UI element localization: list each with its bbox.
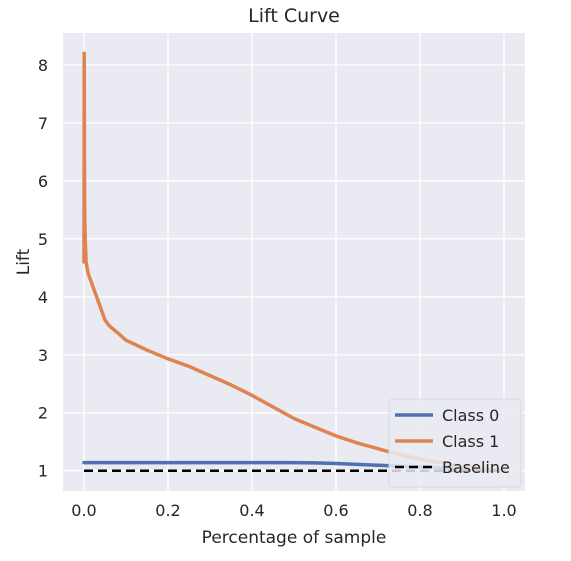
x-axis-ticks: 0.0 0.2 0.4 0.6 0.8 1.0 — [71, 501, 516, 520]
y-axis-ticks: 1 2 3 4 5 6 7 8 — [38, 56, 48, 481]
y-tick-label: 4 — [38, 288, 48, 307]
x-axis-label: Percentage of sample — [202, 528, 387, 548]
y-tick-label: 7 — [38, 114, 48, 133]
x-tick-label: 0.0 — [71, 501, 96, 520]
legend-label: Class 0 — [442, 406, 499, 425]
y-tick-label: 5 — [38, 230, 48, 249]
legend: Class 0 Class 1 Baseline — [388, 398, 522, 488]
y-tick-label: 2 — [38, 404, 48, 423]
y-tick-label: 3 — [38, 346, 48, 365]
y-tick-label: 1 — [38, 462, 48, 481]
x-tick-label: 0.6 — [323, 501, 348, 520]
legend-label: Class 1 — [442, 432, 499, 451]
y-tick-label: 8 — [38, 56, 48, 75]
grid-lines — [63, 33, 525, 491]
y-axis-label: Lift — [14, 248, 34, 275]
x-tick-label: 0.8 — [407, 501, 432, 520]
legend-label: Baseline — [442, 458, 510, 477]
legend-box — [388, 398, 522, 488]
y-tick-label: 6 — [38, 172, 48, 191]
x-tick-label: 0.4 — [239, 501, 264, 520]
x-tick-label: 0.2 — [155, 501, 180, 520]
x-tick-label: 1.0 — [491, 501, 516, 520]
chart-title: Lift Curve — [248, 5, 340, 27]
